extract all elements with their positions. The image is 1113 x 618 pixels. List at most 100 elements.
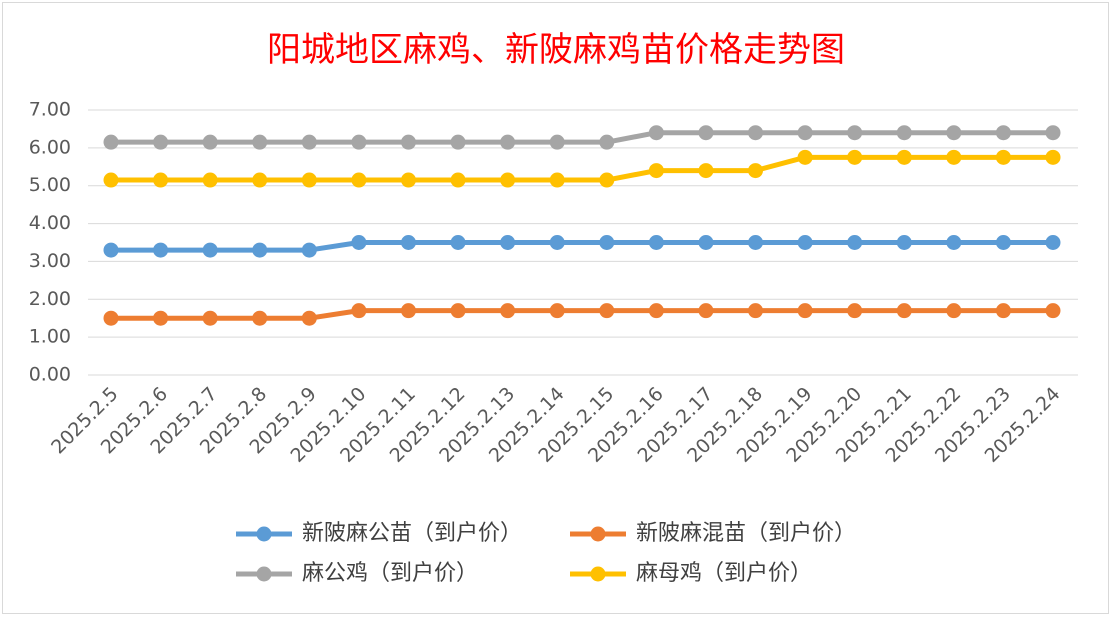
series-line: [111, 240, 1053, 253]
series-line: [111, 308, 1053, 321]
series-line: [111, 154, 1053, 183]
data-point: [153, 134, 169, 150]
y-tick-label: 4.00: [29, 212, 71, 234]
y-tick-label: 3.00: [29, 250, 71, 272]
data-point: [500, 134, 516, 150]
data-point: [648, 125, 664, 141]
y-axis-tick-labels: 0.00 1.00 2.00 3.00 4.00 5.00 6.00 7.00: [29, 99, 71, 386]
data-point: [450, 172, 466, 188]
legend-label: 新陂麻公苗（到户价）: [302, 521, 522, 546]
data-point: [698, 303, 714, 319]
data-point: [549, 134, 565, 150]
data-point: [400, 134, 416, 150]
data-point: [400, 172, 416, 188]
data-point: [995, 235, 1011, 250]
data-point: [351, 303, 367, 319]
data-point: [153, 310, 169, 326]
data-point: [202, 134, 218, 150]
data-point: [946, 125, 962, 141]
data-point: [698, 235, 714, 250]
price-trend-chart: 阳城地区麻鸡、新陂麻鸡苗价格走势图 0.00 1.00 2.00 3.00 4.00 5.…: [29, 30, 1078, 586]
data-point: [599, 235, 615, 250]
data-point: [698, 125, 714, 141]
data-point: [202, 242, 218, 258]
data-point: [103, 134, 119, 150]
legend-label: 新陂麻混苗（到户价）: [636, 521, 856, 546]
y-tick-label: 5.00: [29, 174, 71, 196]
data-point: [599, 134, 615, 150]
data-point: [500, 172, 516, 188]
data-point: [202, 310, 218, 326]
data-point: [400, 303, 416, 319]
data-point: [153, 172, 169, 188]
data-point: [995, 125, 1011, 141]
series-2: [103, 303, 1061, 326]
y-tick-label: 2.00: [29, 288, 71, 310]
legend-label: 麻公鸡（到户价）: [302, 561, 478, 586]
data-point: [400, 235, 416, 250]
grid-lines: [88, 109, 1078, 376]
data-point: [153, 242, 169, 258]
data-point: [896, 125, 912, 141]
data-point: [847, 125, 863, 141]
data-point: [599, 303, 615, 319]
legend-marker: [256, 526, 272, 542]
data-point: [995, 149, 1011, 165]
data-point: [103, 172, 119, 188]
data-point: [748, 163, 764, 179]
data-point: [450, 303, 466, 319]
legend-item: 麻公鸡（到户价）: [236, 561, 478, 586]
data-point: [252, 172, 268, 188]
legend-marker: [590, 566, 606, 582]
data-point: [896, 303, 912, 319]
data-point: [252, 310, 268, 326]
data-point: [896, 235, 912, 250]
data-point: [500, 235, 516, 250]
legend-item: 新陂麻混苗（到户价）: [570, 521, 856, 546]
y-tick-label: 6.00: [29, 136, 71, 158]
data-point: [648, 235, 664, 250]
data-point: [1045, 149, 1061, 165]
x-axis-tick-labels: 2025.2.52025.2.62025.2.72025.2.82025.2.9…: [47, 383, 1064, 467]
data-point: [946, 235, 962, 250]
y-tick-label: 0.00: [29, 364, 71, 386]
legend-marker: [256, 566, 272, 582]
data-point: [847, 303, 863, 319]
data-point: [500, 303, 516, 319]
data-point: [103, 310, 119, 326]
data-point: [946, 149, 962, 165]
data-point: [549, 235, 565, 250]
data-point: [797, 303, 813, 319]
data-point: [301, 310, 317, 326]
data-point: [648, 303, 664, 319]
data-point: [1045, 235, 1061, 250]
data-point: [648, 163, 664, 179]
series-group: [103, 125, 1061, 326]
data-point: [748, 235, 764, 250]
data-point: [252, 134, 268, 150]
data-point: [797, 149, 813, 165]
data-point: [995, 303, 1011, 319]
data-point: [301, 172, 317, 188]
y-tick-label: 1.00: [29, 326, 71, 348]
data-point: [103, 242, 119, 258]
data-point: [748, 303, 764, 319]
series-4: [103, 149, 1061, 188]
legend-label: 麻母鸡（到户价）: [636, 561, 812, 586]
data-point: [847, 149, 863, 165]
series-line: [111, 130, 1053, 145]
data-point: [748, 125, 764, 141]
data-point: [450, 235, 466, 250]
legend-marker: [590, 526, 606, 542]
data-point: [1045, 125, 1061, 141]
data-point: [351, 172, 367, 188]
data-point: [252, 242, 268, 258]
chart-title: 阳城地区麻鸡、新陂麻鸡苗价格走势图: [267, 30, 845, 70]
legend-item: 麻母鸡（到户价）: [570, 561, 812, 586]
series-3: [103, 125, 1061, 150]
data-point: [450, 134, 466, 150]
y-tick-label: 7.00: [29, 99, 71, 121]
data-point: [351, 235, 367, 250]
data-point: [847, 235, 863, 250]
